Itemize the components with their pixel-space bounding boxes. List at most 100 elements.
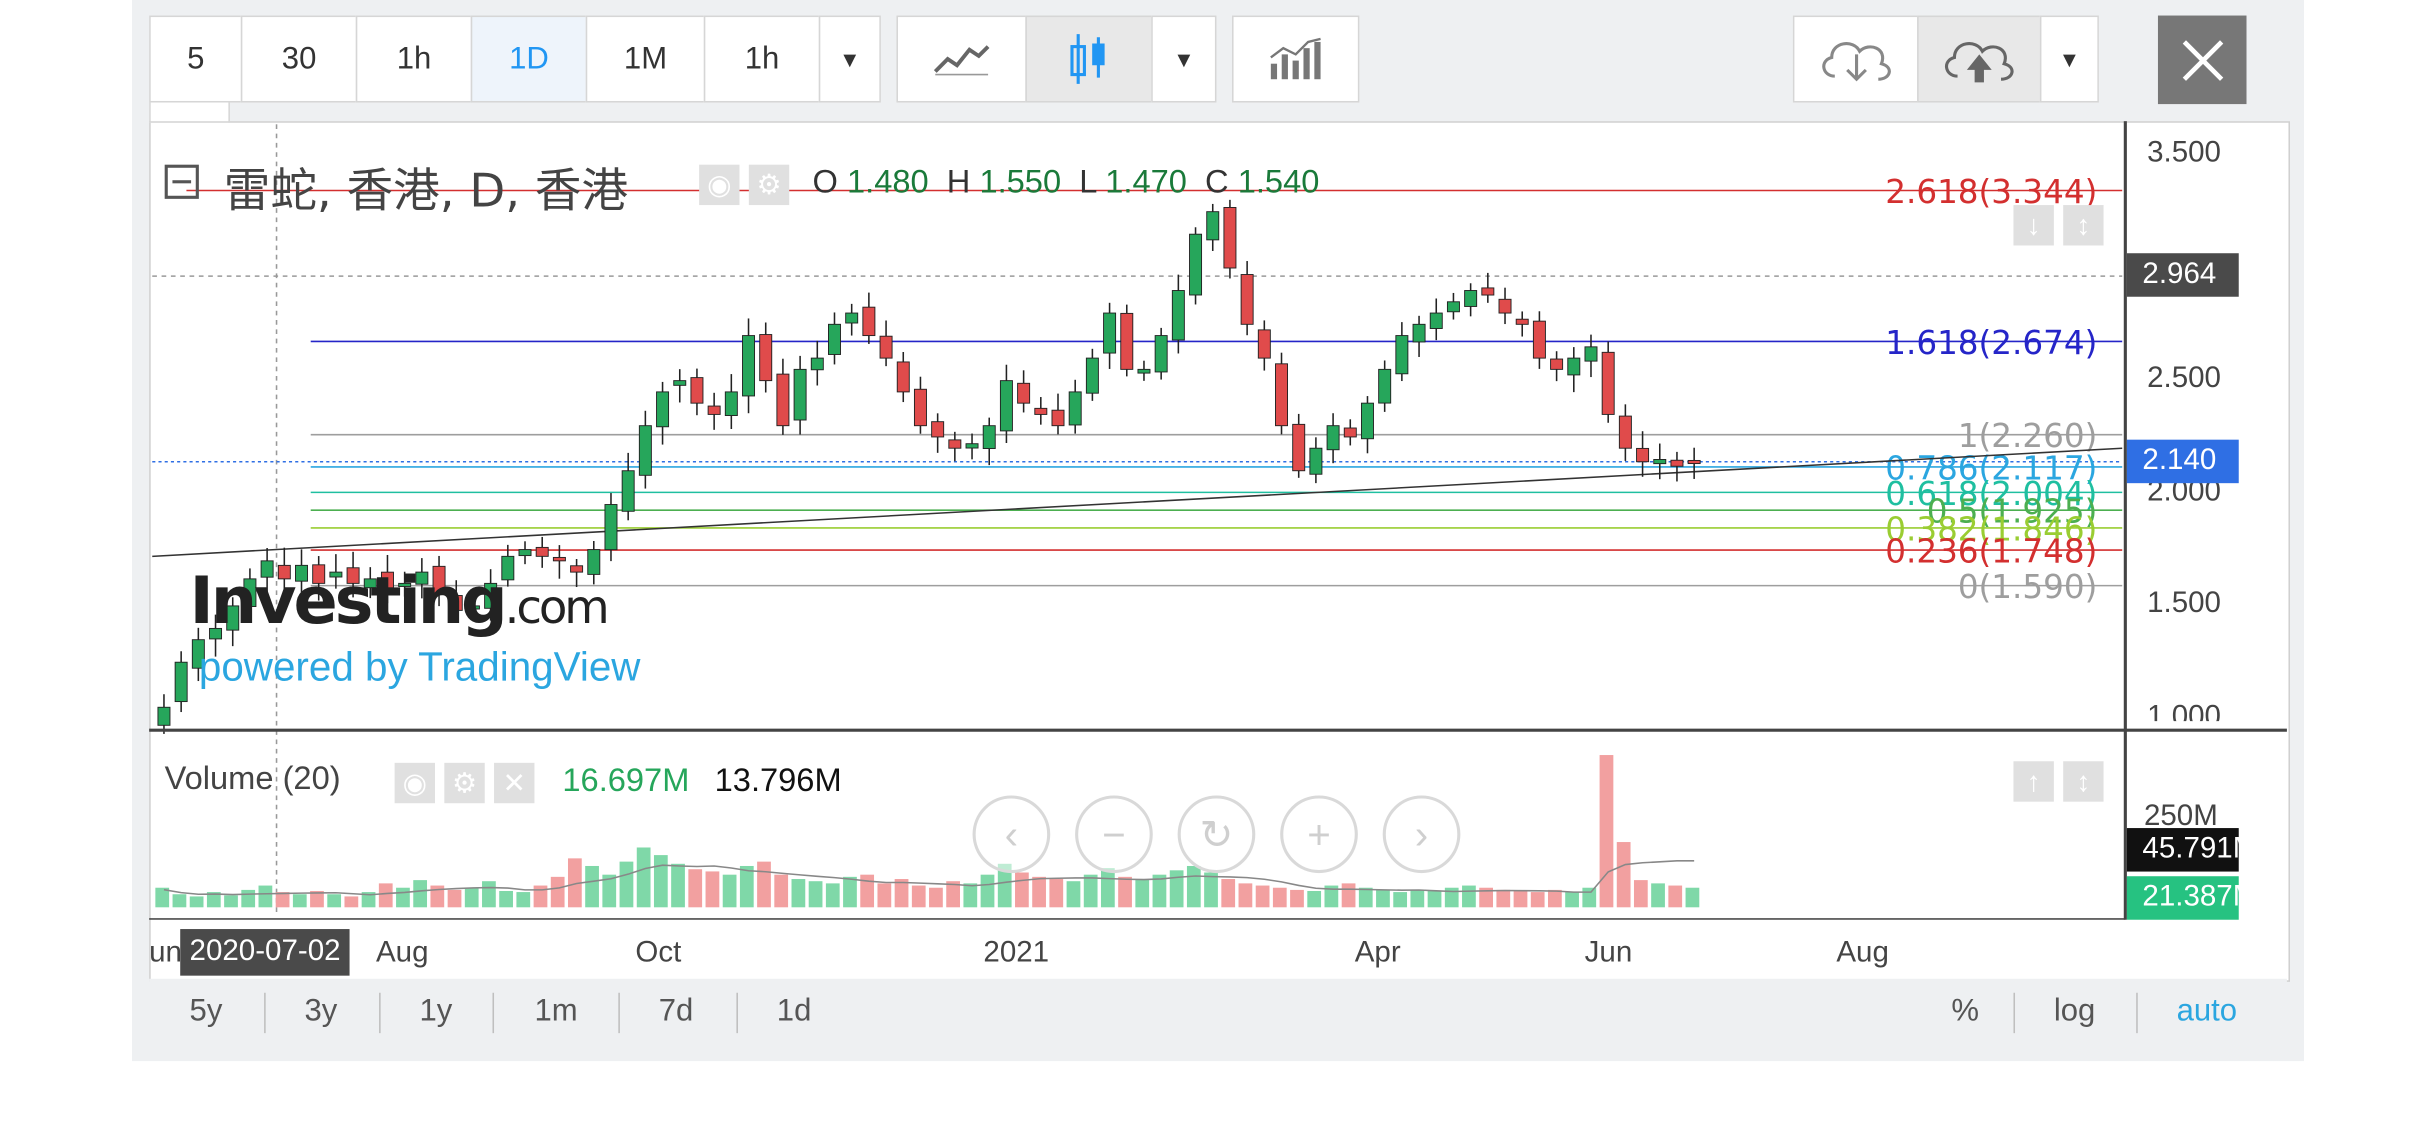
cloud-download-icon [1821, 42, 1890, 82]
close-label: C [1205, 164, 1229, 201]
volume-eye-icon[interactable]: ◉ [394, 762, 436, 804]
pane-divider [149, 728, 2287, 732]
line-chart-icon [933, 45, 990, 76]
volume-settings-icon[interactable]: ⚙ [444, 762, 485, 804]
interval-dropdown-button[interactable]: ▼ [818, 15, 881, 103]
range-5y-button[interactable]: 5y [189, 994, 223, 1029]
refresh-icon: ↻ [1199, 810, 1234, 857]
interval-1h-button[interactable]: 1h [355, 15, 473, 103]
interval-1d-button[interactable]: 1D [470, 15, 588, 103]
candle-body [1412, 323, 1426, 343]
range-1m-button[interactable]: 1m [534, 994, 578, 1029]
volume-bar [997, 863, 1012, 908]
candle-body [1636, 447, 1650, 463]
volume-bar [361, 892, 376, 908]
auto-scale-button[interactable]: auto [2176, 994, 2238, 1029]
candle-body [1446, 301, 1460, 313]
candle-body [1309, 447, 1323, 475]
volume-bar [774, 874, 789, 908]
volume-bar [447, 889, 462, 908]
volume-bar [482, 881, 496, 908]
volume-bar [172, 894, 187, 908]
range-7d-button[interactable]: 7d [658, 994, 694, 1029]
candle-body [1326, 425, 1340, 451]
legend-collapse-icon[interactable] [164, 164, 199, 199]
volume-bar [275, 892, 290, 908]
interval-30-button[interactable]: 30 [240, 15, 358, 103]
time-label: Aug [1836, 936, 1889, 970]
candles-chart-button[interactable] [1025, 15, 1153, 103]
volume-bar [1496, 889, 1511, 908]
candle-body [1584, 346, 1598, 362]
volume-bar [224, 895, 238, 908]
candle-body [1343, 427, 1357, 438]
volume-bar [464, 887, 479, 908]
series-updown-arrow-icon[interactable]: ↕ [2063, 205, 2104, 246]
series-down-arrow-icon[interactable]: ↓ [2013, 205, 2054, 246]
volume-up-arrow-icon[interactable]: ↑ [2013, 761, 2054, 802]
candle-body [1653, 459, 1667, 465]
candle-body [673, 380, 687, 386]
candle-body [398, 582, 412, 587]
candle-body [1464, 290, 1478, 307]
volume-bar [671, 863, 685, 908]
range-1y-button[interactable]: 1y [419, 994, 453, 1029]
interval-5-button[interactable]: 5 [149, 15, 243, 103]
indicators-button[interactable] [1232, 15, 1360, 103]
volume-bar [396, 887, 410, 908]
low-value: 1.470 [1105, 164, 1187, 201]
volume-bar [825, 883, 840, 908]
volume-tag-1: 45.791M [2126, 828, 2257, 872]
volume-remove-icon[interactable]: ✕ [494, 762, 535, 804]
volume-bar [1307, 890, 1322, 908]
divider [379, 992, 381, 1034]
volume-bar [894, 879, 909, 908]
volume-value-2: 13.796M [714, 762, 842, 799]
line-chart-button[interactable] [896, 15, 1027, 103]
range-3y-button[interactable]: 3y [304, 994, 338, 1029]
cloud-load-button[interactable] [1792, 15, 1919, 103]
legend-settings-icon[interactable]: ⚙ [748, 164, 790, 206]
legend-eye-icon[interactable]: ◉ [699, 164, 740, 206]
range-1d-button[interactable]: 1d [776, 994, 812, 1029]
volume-bar [585, 865, 599, 908]
cloud-dropdown-button[interactable]: ▼ [2039, 15, 2099, 103]
bottom-bar [149, 978, 2287, 1048]
candle-body [1206, 211, 1220, 241]
volume-bar [1015, 872, 1029, 908]
candle-body [1360, 402, 1374, 440]
volume-bar [653, 855, 668, 908]
volume-bar [1032, 876, 1046, 908]
price-axis-divider [2123, 121, 2127, 920]
volume-updown-arrow-icon[interactable]: ↕ [2063, 761, 2104, 802]
indicators-icon [1270, 37, 1321, 80]
time-label: Jun [1584, 936, 1633, 970]
candle-body [277, 564, 291, 580]
zoom-in-button[interactable]: + [1280, 795, 1358, 874]
zoom-out-button[interactable]: − [1075, 795, 1153, 874]
volume-bar [1513, 890, 1528, 908]
reset-button[interactable]: ↻ [1177, 795, 1256, 874]
percent-scale-button[interactable]: % [1951, 994, 1979, 1029]
collapse-tab[interactable] [149, 102, 230, 123]
candle-body [1240, 274, 1254, 325]
scroll-left-button[interactable]: ‹ [972, 795, 1051, 874]
fib-level-label: 0(1.590) [1958, 568, 2098, 606]
chart-type-dropdown-button[interactable]: ▼ [1151, 15, 1217, 103]
volume-bar [1479, 887, 1493, 908]
volume-bar [722, 874, 737, 908]
log-scale-button[interactable]: log [2053, 994, 2096, 1029]
fib-level-label: 1(2.260) [1958, 417, 2098, 455]
candle-body [209, 627, 223, 640]
scroll-right-button[interactable]: › [1382, 795, 1461, 874]
interval-1h-alt-button[interactable]: 1h [703, 15, 821, 103]
chevron-right-icon: › [1414, 810, 1429, 857]
close-button[interactable] [2157, 15, 2247, 105]
volume-bar [739, 865, 754, 908]
candlestick-icon [1070, 34, 1105, 84]
volume-bar [1582, 887, 1597, 908]
volume-bar [1633, 880, 1648, 908]
volume-bar [1651, 883, 1665, 908]
volume-bar [1685, 887, 1700, 908]
